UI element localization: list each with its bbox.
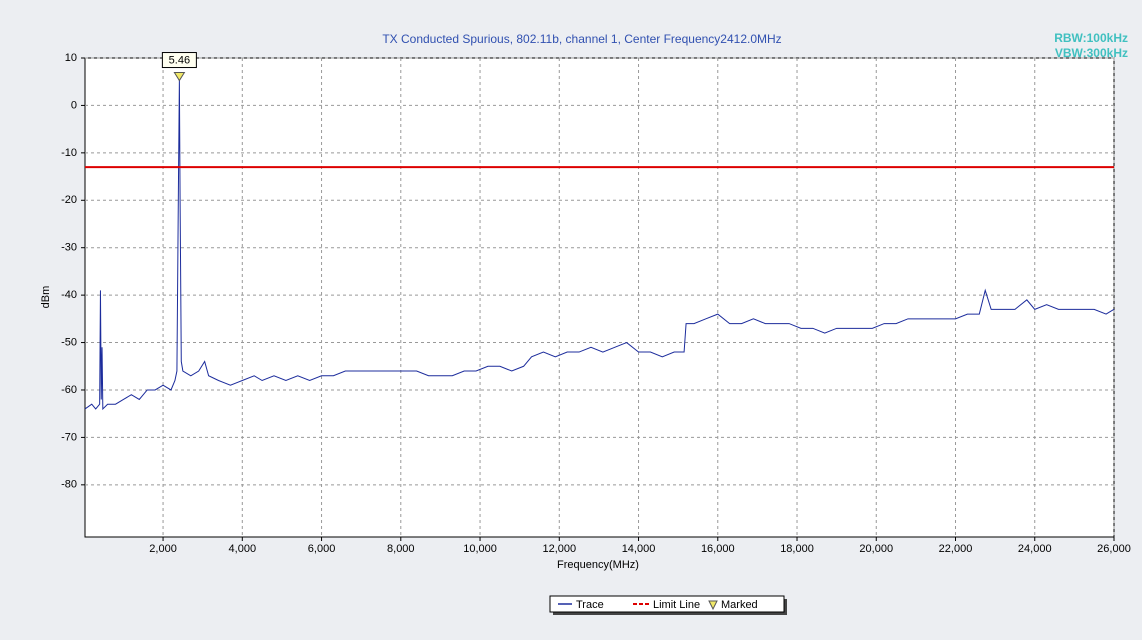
y-tick-label: -20 — [61, 194, 77, 206]
x-tick-label: 26,000 — [1097, 543, 1131, 555]
y-tick-label: -80 — [61, 479, 77, 491]
legend-label: Limit Line — [653, 599, 700, 611]
x-tick-label: 8,000 — [387, 543, 415, 555]
vbw-label: VBW:300kHz — [1055, 46, 1128, 60]
plot-area — [84, 57, 1115, 538]
x-tick-label: 22,000 — [939, 543, 973, 555]
y-tick-label: -50 — [61, 336, 77, 348]
x-tick-label: 16,000 — [701, 543, 735, 555]
y-tick-label: 10 — [65, 52, 77, 64]
legend-swatch — [708, 600, 718, 611]
y-axis-label: dBm — [40, 286, 52, 309]
y-tick-label: -70 — [61, 431, 77, 443]
x-tick-label: 2,000 — [149, 543, 177, 555]
legend-label: Trace — [576, 599, 604, 611]
x-tick-label: 4,000 — [229, 543, 257, 555]
marker — [173, 72, 186, 82]
y-tick-label: -40 — [61, 289, 77, 301]
x-axis-label: Frequency(MHz) — [557, 559, 639, 571]
y-tick-label: -30 — [61, 242, 77, 254]
legend: Trace Limit Line Marked — [549, 595, 787, 615]
x-tick-label: 20,000 — [859, 543, 893, 555]
x-tick-label: 14,000 — [622, 543, 656, 555]
legend-box — [549, 595, 785, 613]
y-tick-label: -60 — [61, 384, 77, 396]
legend-label: Marked — [721, 599, 758, 611]
x-tick-label: 6,000 — [308, 543, 336, 555]
x-tick-label: 12,000 — [542, 543, 576, 555]
y-tick-label: -10 — [61, 147, 77, 159]
marker-label: 5.46 — [169, 54, 190, 66]
x-tick-label: 10,000 — [463, 543, 497, 555]
x-tick-label: 18,000 — [780, 543, 814, 555]
y-tick-label: 0 — [71, 99, 77, 111]
chart-title: TX Conducted Spurious, 802.11b, channel … — [382, 32, 781, 46]
rbw-label: RBW:100kHz — [1054, 31, 1128, 45]
trace-line — [84, 79, 1115, 411]
marker-label-box — [161, 52, 197, 69]
x-tick-label: 24,000 — [1018, 543, 1052, 555]
